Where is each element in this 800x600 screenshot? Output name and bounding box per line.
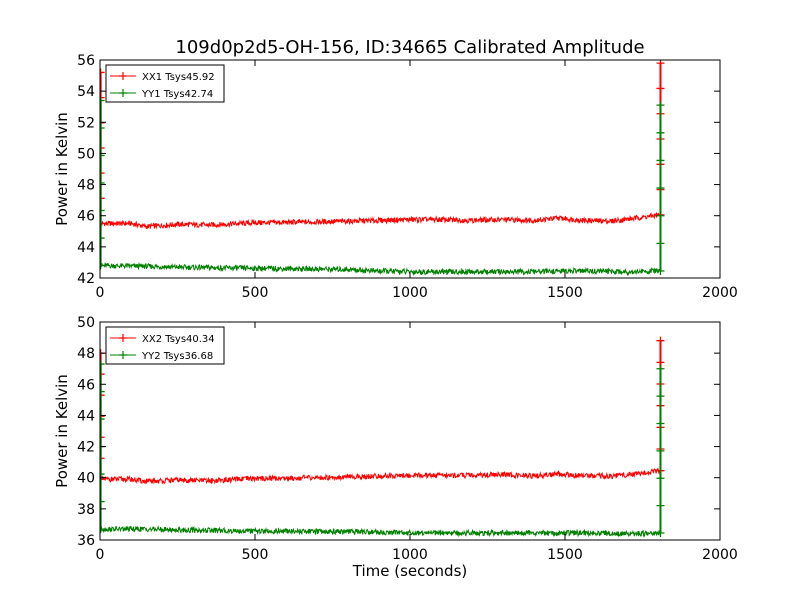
y-tick-label: 42 bbox=[77, 271, 95, 287]
panel-2: 0 500 1000 1500 2000 36 38 40 42 44 46 48 50 Power in… bbox=[53, 315, 738, 580]
data-marker bbox=[656, 501, 665, 510]
legend-label: YY1 Tsys42.74 bbox=[141, 89, 213, 100]
legend-box bbox=[105, 64, 225, 103]
data-marker bbox=[656, 239, 665, 248]
x-tick-label: 500 bbox=[242, 547, 269, 563]
x-tick-label: 2000 bbox=[702, 285, 738, 301]
data-marker bbox=[656, 266, 665, 275]
chart-title: 109d0p2d5-OH-156, ID:34665 Calibrated Am… bbox=[175, 37, 644, 58]
legend-marker bbox=[119, 72, 127, 80]
y-tick-label: 48 bbox=[77, 178, 95, 194]
series-line-yy2 bbox=[100, 525, 660, 538]
legend-marker bbox=[119, 89, 127, 97]
legend-box bbox=[105, 326, 225, 365]
y-axis-label: Power in Kelvin bbox=[53, 112, 71, 226]
data-marker bbox=[100, 261, 105, 270]
legend: XX2 Tsys40.34 YY2 Tsys36.68 bbox=[105, 326, 225, 365]
y-tick-label: 46 bbox=[77, 209, 95, 225]
legend-label: YY2 Tsys36.68 bbox=[141, 351, 213, 362]
data-marker bbox=[656, 364, 665, 373]
y-tick-label: 46 bbox=[77, 377, 95, 393]
data-marker bbox=[100, 234, 105, 243]
y-tick-label: 52 bbox=[77, 115, 95, 131]
y-tick-label: 40 bbox=[77, 471, 95, 487]
y-tick-label: 56 bbox=[77, 53, 95, 69]
data-marker bbox=[656, 419, 665, 428]
data-marker bbox=[100, 360, 105, 369]
data-marker bbox=[100, 206, 105, 215]
x-tick-label: 0 bbox=[96, 285, 105, 301]
data-marker bbox=[656, 528, 665, 537]
series-line-xx2 bbox=[100, 468, 660, 485]
x-tick-label: 2000 bbox=[702, 547, 738, 563]
y-tick-label: 48 bbox=[77, 346, 95, 362]
data-marker bbox=[100, 415, 105, 424]
x-tick-label: 0 bbox=[96, 547, 105, 563]
data-marker bbox=[656, 156, 665, 165]
data-marker bbox=[656, 101, 665, 110]
data-marker bbox=[656, 84, 665, 93]
y-tick-label: 44 bbox=[77, 240, 95, 256]
y-axis-label: Power in Kelvin bbox=[53, 374, 71, 488]
legend-marker bbox=[119, 351, 127, 359]
series-line-xx1 bbox=[100, 211, 660, 230]
panel-1: 0 500 1000 1500 2000 42 44 46 48 50 52 54 56 Power in… bbox=[53, 53, 738, 301]
data-marker bbox=[100, 123, 105, 132]
y-tick-label: 38 bbox=[77, 502, 95, 518]
legend-label: XX1 Tsys45.92 bbox=[142, 72, 215, 83]
y-tick-label: 36 bbox=[77, 533, 95, 549]
data-marker bbox=[100, 68, 105, 77]
x-tick-label: 1500 bbox=[547, 547, 583, 563]
data-marker bbox=[100, 387, 105, 396]
legend-label: XX2 Tsys40.34 bbox=[142, 334, 215, 345]
series-group bbox=[100, 60, 665, 277]
data-marker bbox=[100, 179, 105, 188]
x-tick-label: 500 bbox=[242, 285, 269, 301]
data-marker bbox=[656, 184, 665, 193]
y-tick-label: 44 bbox=[77, 408, 95, 424]
series-group bbox=[100, 336, 665, 538]
series-line-yy1 bbox=[100, 261, 660, 277]
data-marker bbox=[656, 446, 665, 455]
data-marker bbox=[656, 474, 665, 483]
y-tick-label: 42 bbox=[77, 440, 95, 456]
data-marker bbox=[656, 128, 665, 137]
data-marker bbox=[100, 96, 105, 105]
data-marker bbox=[100, 151, 105, 160]
data-marker bbox=[100, 497, 105, 506]
legend-marker bbox=[119, 334, 127, 342]
x-axis-label: Time (seconds) bbox=[352, 562, 468, 580]
data-marker bbox=[656, 392, 665, 401]
data-marker bbox=[656, 336, 665, 345]
data-marker bbox=[656, 211, 665, 220]
legend: XX1 Tsys45.92 YY1 Tsys42.74 bbox=[105, 64, 225, 103]
x-tick-label: 1000 bbox=[392, 547, 428, 563]
data-marker bbox=[100, 470, 105, 479]
x-tick-label: 1000 bbox=[392, 285, 428, 301]
y-tick-label: 50 bbox=[77, 315, 95, 331]
y-tick-label: 54 bbox=[77, 84, 95, 100]
data-marker bbox=[100, 525, 105, 534]
x-tick-label: 1500 bbox=[547, 285, 583, 301]
y-tick-label: 50 bbox=[77, 146, 95, 162]
